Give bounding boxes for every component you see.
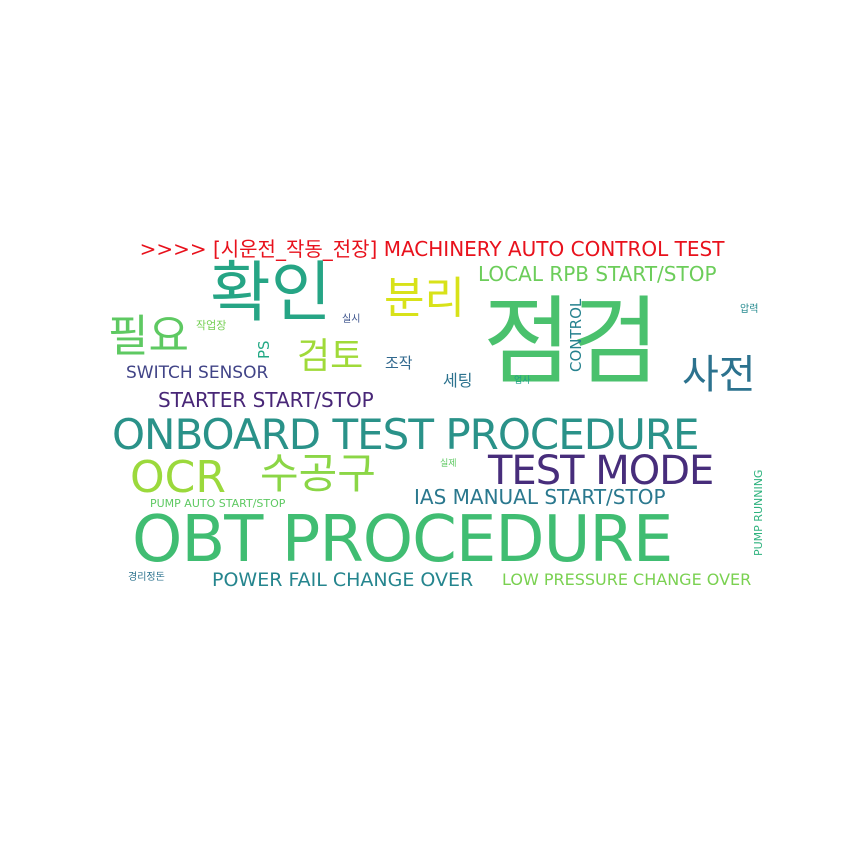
word-control: CONTROL	[567, 298, 585, 372]
word-eopsa: 업사	[514, 376, 531, 386]
word-seting: 세팅	[443, 371, 473, 390]
word-pump-auto-start-stop: PUMP AUTO START/STOP	[150, 497, 286, 510]
word-ps: PS	[255, 340, 273, 359]
word-switch-sensor: SWITCH SENSOR	[126, 363, 269, 383]
word-sajeon: 사전	[682, 352, 756, 398]
word-bunri: 분리	[384, 273, 465, 324]
word-jageopjang: 작업장	[196, 319, 227, 332]
word-onboard-test-procedure: ONBOARD TEST PROCEDURE	[112, 410, 700, 459]
word-silsi: 실시	[342, 314, 361, 325]
page-title: >>>> [시운전_작동_전장] MACHINERY AUTO CONTROL …	[139, 237, 725, 261]
word-local-rpb-start-stop: LOCAL RPB START/STOP	[478, 262, 717, 286]
word-geomto: 검토	[297, 336, 364, 377]
word-hwagin: 확인	[210, 254, 332, 331]
word-amnyeok: 압력	[740, 304, 759, 315]
word-pump-running: PUMP RUNNING	[752, 469, 765, 556]
word-low-pressure-change-over: LOW PRESSURE CHANGE OVER	[502, 570, 752, 589]
word-power-fail-change-over: POWER FAIL CHANGE OVER	[212, 569, 474, 591]
word-jojak: 조작	[385, 354, 413, 372]
word-silje: 실제	[440, 459, 457, 469]
word-starter-start-stop: STARTER START/STOP	[158, 388, 374, 412]
word-obt-procedure: OBT PROCEDURE	[132, 503, 673, 577]
word-jeomgeom: 점검	[483, 286, 660, 398]
word-test-mode: TEST MODE	[488, 448, 714, 494]
word-ocr: OCR	[130, 452, 226, 503]
word-pilyo: 필요	[108, 311, 189, 362]
word-ias-manual-start-stop: IAS MANUAL START/STOP	[414, 485, 666, 509]
word-gyeongrijeongdon: 경리정돈	[128, 572, 165, 583]
word-sugonggu: 수공구	[260, 449, 376, 498]
